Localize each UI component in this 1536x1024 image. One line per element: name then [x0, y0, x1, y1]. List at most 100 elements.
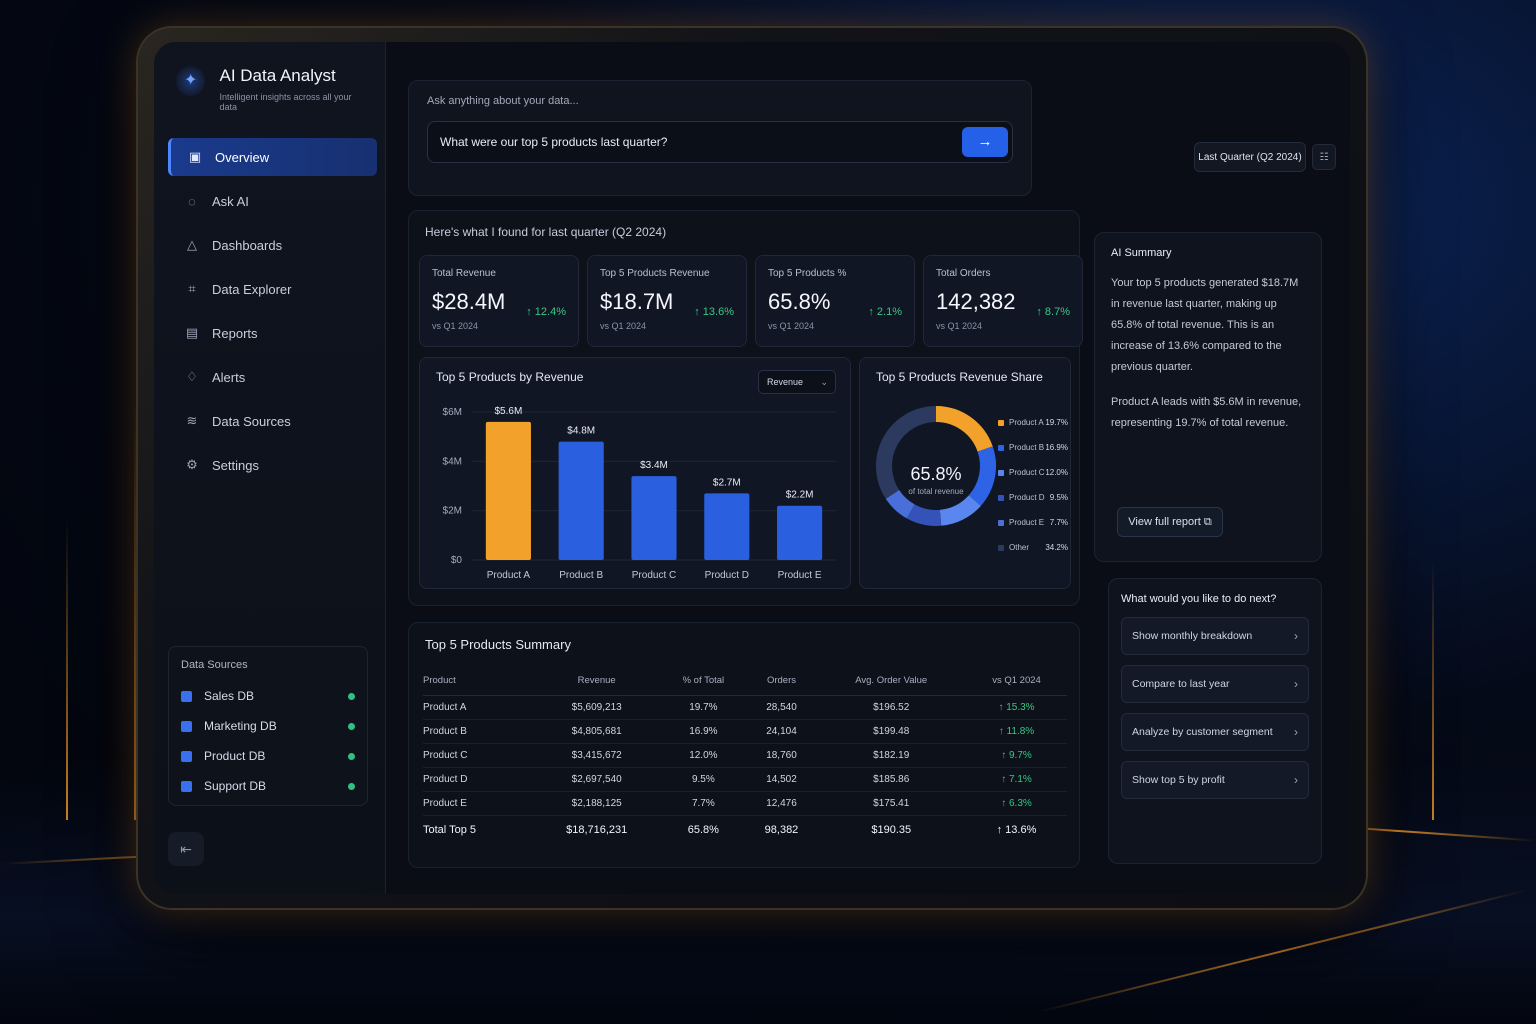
- chat-icon: ◌: [188, 193, 196, 209]
- next-action-button[interactable]: Compare to last year ›: [1121, 665, 1309, 703]
- next-action-button[interactable]: Analyze by customer segment ›: [1121, 713, 1309, 751]
- table-cell: $199.48: [816, 719, 967, 744]
- next-action-button[interactable]: Show top 5 by profit ›: [1121, 761, 1309, 799]
- main-content: Ask anything about your data... What wer…: [386, 42, 1350, 894]
- y-tick-label: $2M: [443, 506, 462, 517]
- kpi-row: Total Revenue $28.4M ↑ 12.4% vs Q1 2024 …: [419, 255, 1083, 347]
- kpi-value: $18.7M: [600, 289, 674, 314]
- bar-value-label: $2.7M: [713, 477, 741, 488]
- table-cell: ↑ 11.8%: [966, 719, 1067, 744]
- column-header: Revenue: [533, 667, 661, 696]
- donut-center-value: 65.8%: [910, 464, 962, 484]
- table-cell: $18,716,231: [566, 824, 628, 837]
- x-category-label: Product D: [705, 570, 749, 581]
- nav-item-alerts[interactable]: ♢ Alerts: [168, 358, 377, 396]
- legend-swatch: [998, 469, 1004, 476]
- kpi-delta: ↑ 2.1%: [868, 306, 902, 318]
- view-full-report-button[interactable]: View full report ⧉: [1117, 507, 1223, 537]
- ask-label: Ask anything about your data...: [427, 95, 579, 107]
- donut-slice: [885, 489, 915, 519]
- table-cell: 7.7%: [660, 791, 747, 816]
- nav-item-overview[interactable]: ▣ Overview: [168, 138, 377, 176]
- next-action-button[interactable]: Show monthly breakdown ›: [1121, 617, 1309, 655]
- x-category-label: Product B: [559, 570, 603, 581]
- nav-item-dashboards[interactable]: △ Dashboards: [168, 226, 377, 264]
- brand: ✦ AI Data Analyst Intelligent insights a…: [154, 42, 385, 112]
- nav-item-reports[interactable]: ▤ Reports: [168, 314, 377, 352]
- table-row[interactable]: Product B $4,805,681 16.9% 24,104 $199.48 ↑ 1…: [423, 719, 1067, 744]
- table-cell: $190.35: [871, 824, 912, 837]
- table-cell: ↑ 9.7%: [966, 743, 1067, 768]
- donut-chart-card: Top 5 Products Revenue Share 65.8% of to…: [859, 357, 1071, 589]
- nav-item-label: Dashboards: [212, 237, 283, 253]
- data-source-item[interactable]: Product DB: [181, 741, 355, 771]
- x-category-label: Product C: [632, 570, 676, 581]
- database-icon: [181, 690, 192, 702]
- collapse-sidebar-icon[interactable]: ⇤: [168, 832, 204, 866]
- table-cell: $175.41: [816, 791, 967, 816]
- bar-value-label: $4.8M: [567, 426, 595, 437]
- column-header: Orders: [746, 667, 817, 696]
- nav-item-data-sources[interactable]: ≋ Data Sources: [168, 402, 377, 440]
- y-tick-label: $4M: [443, 456, 462, 467]
- chevron-right-icon: ›: [1294, 773, 1298, 787]
- table-cell: ↑ 13.6%: [996, 824, 1037, 837]
- x-category-label: Product A: [487, 570, 531, 581]
- legend-item: Product B 16.9%: [998, 435, 1068, 460]
- y-tick-label: $0: [451, 555, 463, 566]
- table-header-row: Product Revenue % of Total Orders Avg. O…: [423, 667, 1067, 696]
- table-row[interactable]: Product E $2,188,125 7.7% 12,476 $175.41 ↑ 6.…: [423, 791, 1067, 816]
- next-action-label: Analyze by customer segment: [1132, 726, 1273, 738]
- bar-chart: $0 $2M $4M $6M $5.6M Product A $4.8M Product B $…: [443, 406, 836, 581]
- table-cell: $4,805,681: [533, 719, 661, 744]
- nav-item-settings[interactable]: ⚙ Settings: [168, 446, 377, 484]
- donut-chart-title: Top 5 Products Revenue Share: [876, 370, 1043, 384]
- arrow-right-icon[interactable]: →: [962, 127, 1008, 157]
- kpi-label: Total Orders: [936, 268, 991, 279]
- chevron-right-icon: ›: [1294, 677, 1298, 691]
- chevron-right-icon: ›: [1294, 725, 1298, 739]
- data-source-name: Support DB: [204, 779, 267, 793]
- legend-label: Product D: [1009, 493, 1045, 502]
- kpi-sub: vs Q1 2024: [600, 321, 647, 331]
- table-body: Product A $5,609,213 19.7% 28,540 $196.52 ↑ 1…: [423, 695, 1067, 845]
- nav-item-label: Data Sources: [212, 413, 291, 429]
- y-tick-label: $6M: [443, 407, 462, 418]
- bar: [777, 505, 823, 560]
- donut-center: 65.8% of total revenue: [876, 464, 996, 496]
- legend-value: 12.0%: [1045, 468, 1068, 477]
- nav-item-data-explorer[interactable]: ⌗ Data Explorer: [168, 270, 377, 308]
- metric-select-value: Revenue: [767, 377, 804, 387]
- table-row[interactable]: Product D $2,697,540 9.5% 14,502 $185.86 ↑ 7.…: [423, 767, 1067, 792]
- database-icon: [181, 780, 192, 792]
- legend-label: Product C: [1009, 468, 1045, 477]
- table-row[interactable]: Product A $5,609,213 19.7% 28,540 $196.52 ↑ 1…: [423, 695, 1067, 720]
- table-cell: $2,697,540: [533, 767, 661, 792]
- period-selector[interactable]: Last Quarter (Q2 2024): [1194, 142, 1306, 172]
- data-source-item[interactable]: Sales DB: [181, 681, 355, 711]
- table-cell: $3,415,672: [533, 743, 661, 768]
- donut-slice: [968, 446, 996, 506]
- kpi-card: Top 5 Products Revenue $18.7M ↑ 13.6% vs…: [587, 255, 747, 347]
- data-source-item[interactable]: Support DB: [181, 771, 355, 801]
- table-cell: $182.19: [816, 743, 967, 768]
- database-icon: [181, 720, 192, 732]
- kpi-label: Top 5 Products Revenue: [600, 268, 710, 279]
- data-source-item[interactable]: Marketing DB: [181, 711, 355, 741]
- query-input[interactable]: What were our top 5 products last quarte…: [427, 121, 1013, 163]
- light-pillar: [134, 400, 136, 820]
- kpi-value: 65.8%: [768, 289, 831, 314]
- nav-item-ask-ai[interactable]: ◌ Ask AI: [168, 182, 377, 220]
- filter-icon[interactable]: ☷: [1312, 144, 1336, 170]
- table-cell: Product A: [423, 695, 534, 720]
- chevron-down-icon: ⌄: [820, 377, 828, 387]
- table-cell: 19.7%: [660, 695, 747, 720]
- kpi-label: Total Revenue: [432, 268, 496, 279]
- metric-select[interactable]: Revenue ⌄: [758, 370, 836, 394]
- table-row[interactable]: Product C $3,415,672 12.0% 18,760 $182.19 ↑ 9…: [423, 743, 1067, 768]
- table-cell: $196.52: [816, 695, 967, 720]
- table-cell: 16.9%: [660, 719, 747, 744]
- kpi-value: 142,382: [936, 289, 1016, 314]
- column-header: % of Total: [660, 667, 747, 696]
- donut-slice: [906, 504, 942, 526]
